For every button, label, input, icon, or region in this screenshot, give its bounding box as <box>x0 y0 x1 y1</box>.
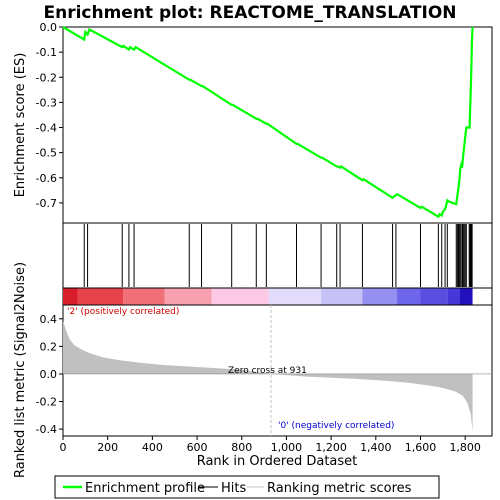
heatmap-segment-8 <box>397 288 421 305</box>
x-tick-label-9: 1,800 <box>449 441 481 454</box>
heatmap-segment-2 <box>123 288 165 305</box>
positive-correlation-label: '2' (positively correlated) <box>67 307 179 317</box>
x-tick-label-6: 1,200 <box>315 441 347 454</box>
hits-panel-frame <box>62 222 493 289</box>
x-tick-label-0: 0 <box>60 441 67 454</box>
heatmap-segment-4 <box>211 288 269 305</box>
es-tick-label-1: -0.1 <box>36 46 57 59</box>
ranking-metric-fill <box>63 321 473 432</box>
ranking-heatmap-bar <box>63 288 473 305</box>
heatmap-segment-0 <box>63 288 78 305</box>
metric-tick-label-3: -0.2 <box>36 396 57 409</box>
heatmap-segment-7 <box>362 288 398 305</box>
metric-tick-label-0: 0.4 <box>40 313 58 326</box>
enrichment-profile-series <box>62 26 474 219</box>
x-tick-label-1: 200 <box>97 441 118 454</box>
metric-axis-title: Ranked list metric (Signal2Noise) <box>13 262 28 478</box>
x-axis-title: Rank in Ordered Dataset <box>197 454 358 469</box>
metric-tick-label-4: -0.4 <box>36 423 57 436</box>
es-tick-label-4: -0.4 <box>36 122 57 135</box>
legend-hits-label: Hits <box>221 481 246 496</box>
es-tick-label-3: -0.3 <box>36 96 57 109</box>
negative-correlation-label: '0' (negatively correlated) <box>278 421 394 431</box>
ranking-metric-area <box>63 305 492 436</box>
legend-ranking-metric-label: Ranking metric scores <box>267 481 412 496</box>
metric-tick-label-2: 0.0 <box>40 368 58 381</box>
x-tick-label-4: 800 <box>231 441 252 454</box>
enrichment-profile-line <box>62 26 474 219</box>
es-tick-label-2: -0.2 <box>36 71 57 84</box>
zero-cross-label: Zero cross at 931 <box>228 366 307 376</box>
x-tick-label-7: 1,400 <box>360 441 392 454</box>
es-tick-label-0: 0.0 <box>40 21 58 34</box>
x-tick-label-5: 1,000 <box>271 441 303 454</box>
x-tick-label-3: 600 <box>187 441 208 454</box>
x-tick-label-8: 1,600 <box>405 441 437 454</box>
heatmap-segment-6 <box>321 288 363 305</box>
es-axis-title: Enrichment score (ES) <box>13 53 28 198</box>
legend-enrichment-profile-label: Enrichment profile <box>85 481 205 496</box>
heatmap-segment-1 <box>77 288 124 305</box>
es-tick-label-7: -0.7 <box>36 197 57 210</box>
heatmap-segment-10 <box>447 288 460 305</box>
heatmap-segment-11 <box>459 288 473 305</box>
x-tick-label-2: 400 <box>142 441 163 454</box>
gene-set-hits <box>83 224 473 287</box>
heatmap-segment-3 <box>164 288 212 305</box>
es-tick-label-5: -0.5 <box>36 147 57 160</box>
chart-title: Enrichment plot: REACTOME_TRANSLATION <box>43 3 456 23</box>
heatmap-segment-9 <box>420 288 448 305</box>
axes-ticks: 0 200 400 600 800 1,000 1,200 1,400 1,600 1,800 0.… <box>36 21 481 454</box>
metric-tick-label-1: 0.2 <box>40 340 58 353</box>
es-tick-label-6: -0.6 <box>36 172 57 185</box>
es-panel-frame <box>62 26 493 224</box>
heatmap-segment-5 <box>268 288 322 305</box>
